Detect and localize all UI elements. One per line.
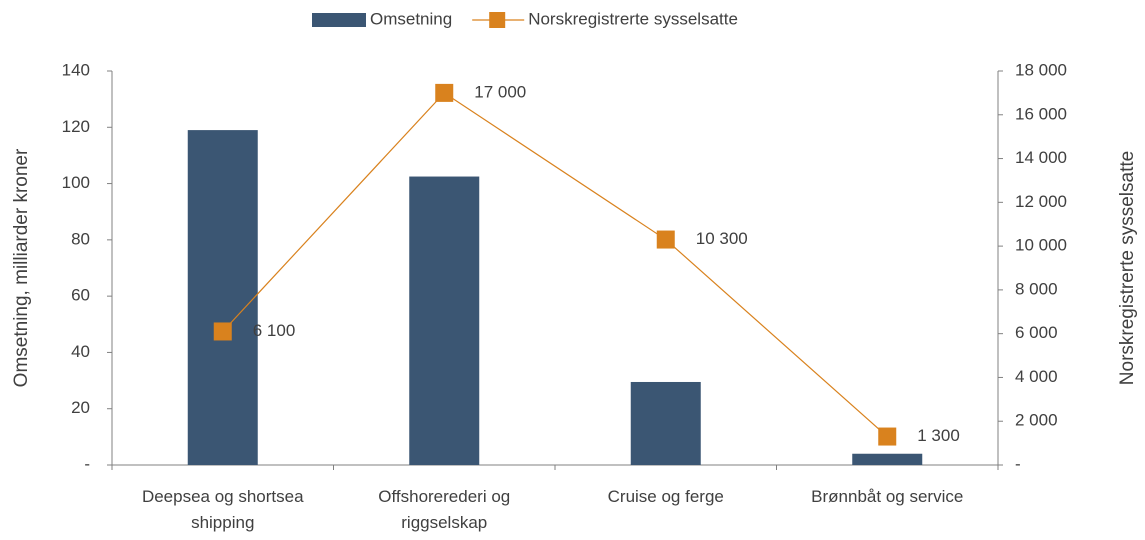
data-label: 17 000 (474, 82, 526, 101)
y2-tick-label: 18 000 (1015, 60, 1067, 79)
data-label: 1 300 (917, 426, 960, 445)
x-tick-label: Cruise og ferge (607, 487, 724, 506)
x-tick-label: Offshorerederi og riggselskap (378, 487, 511, 532)
y-tick-label: 80 (71, 229, 90, 248)
y-tick-label: 40 (71, 342, 90, 361)
y-tick-label: 20 (71, 398, 90, 417)
data-label: 10 300 (696, 229, 748, 248)
legend-swatch (312, 13, 366, 27)
data-label: 6 100 (253, 321, 296, 340)
y2-tick-label: 14 000 (1015, 148, 1067, 167)
bar (630, 381, 701, 465)
y2-tick-label: 6 000 (1015, 323, 1058, 342)
y2-tick-label: - (1015, 454, 1021, 473)
y2-tick-label: 8 000 (1015, 279, 1058, 298)
y2-tick-label: 12 000 (1015, 192, 1067, 211)
line-marker (213, 322, 232, 341)
y-tick-label: 140 (62, 60, 90, 79)
y-tick-label: - (84, 454, 90, 473)
bar (409, 176, 480, 466)
line-marker (435, 83, 454, 102)
line-marker (656, 230, 675, 249)
legend-label: Omsetning (370, 9, 452, 28)
y2-tick-label: 2 000 (1015, 411, 1058, 430)
line-marker (878, 427, 897, 446)
y2-tick-label: 4 000 (1015, 367, 1058, 386)
legend-swatch (489, 12, 506, 28)
y-tick-label: 120 (62, 117, 90, 136)
y-axis-label: Omsetning, milliarder kroner (11, 148, 32, 387)
x-tick-label: Deepsea og shortsea shipping (141, 487, 304, 532)
y2-tick-label: 16 000 (1015, 104, 1067, 123)
y-tick-label: 60 (71, 286, 90, 305)
y2-tick-label: 10 000 (1015, 236, 1067, 255)
y-tick-label: 100 (62, 173, 90, 192)
legend-label: Norskregistrerte sysselsatte (528, 9, 738, 28)
y2-axis-label: Norskregistrerte sysselsatte (1117, 151, 1138, 385)
bar (852, 453, 923, 465)
x-tick-label: Brønnbåt og service (811, 487, 964, 506)
bar (187, 130, 258, 465)
line (222, 92, 888, 437)
